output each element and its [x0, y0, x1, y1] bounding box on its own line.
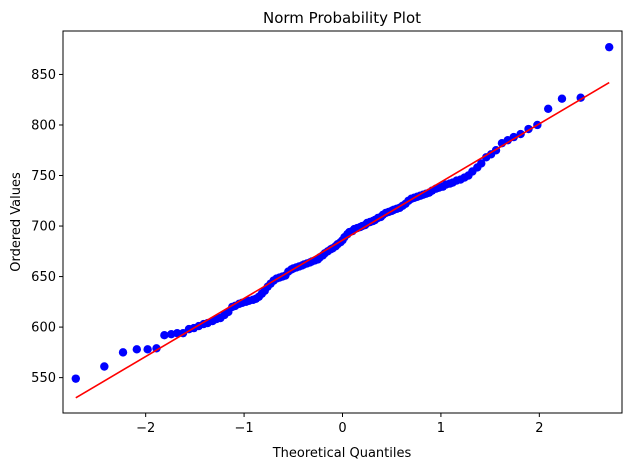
data-point: [160, 330, 169, 340]
x-tick-label: 2: [535, 421, 543, 436]
fit-line-group: [75, 81, 610, 399]
y-tick-label: 600: [31, 321, 56, 336]
data-point: [118, 348, 128, 357]
y-axis-label: Ordered Values: [9, 172, 24, 272]
y-tick-label: 750: [31, 169, 56, 184]
data-point: [71, 374, 80, 383]
y-tick-label: 800: [31, 118, 56, 133]
y-axis-ticks: 550 600 650 700 750 800 850: [31, 68, 63, 386]
x-tick-label: −2: [136, 421, 155, 436]
x-tick-label: 0: [338, 421, 346, 436]
data-point: [557, 94, 567, 103]
plot-area: [71, 42, 614, 399]
data-point: [152, 344, 161, 353]
fit-line: [75, 81, 610, 399]
data-point: [605, 42, 614, 52]
data-point: [477, 159, 486, 168]
data-point: [100, 362, 109, 371]
x-axis-label: Theoretical Quantiles: [272, 446, 412, 461]
data-point: [543, 104, 553, 114]
x-tick-label: −1: [234, 421, 253, 436]
y-tick-label: 850: [31, 68, 56, 83]
data-point: [143, 345, 152, 354]
data-point: [509, 132, 518, 142]
y-tick-label: 550: [31, 371, 56, 386]
data-point: [172, 328, 182, 338]
y-tick-label: 650: [31, 270, 56, 285]
data-point: [132, 345, 142, 354]
chart-title: Norm Probability Plot: [263, 9, 421, 27]
y-tick-label: 700: [31, 220, 56, 235]
x-axis-ticks: −2 −1 0 1 2: [136, 413, 543, 436]
x-tick-label: 1: [437, 421, 445, 436]
